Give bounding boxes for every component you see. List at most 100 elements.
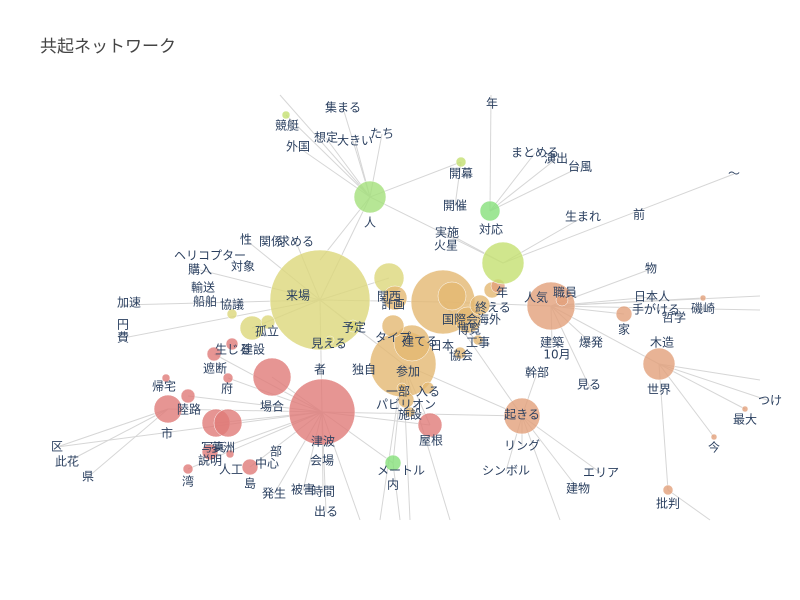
label-nen-top: 年	[486, 97, 498, 111]
edge-76	[658, 363, 669, 491]
label-kansai: 関西	[377, 290, 401, 304]
label-kaisai: 開催	[443, 199, 467, 213]
label-yane: 屋根	[419, 434, 443, 448]
node-saidai[interactable]	[741, 405, 749, 413]
edge-84	[658, 363, 761, 381]
node-meter[interactable]	[384, 454, 402, 472]
node-yumeshima[interactable]	[213, 408, 243, 438]
edge-83	[521, 415, 561, 521]
node-wan[interactable]	[182, 463, 194, 475]
label-taisho: 対象	[231, 260, 255, 274]
label-raijo: 来場	[286, 289, 310, 303]
node-taio[interactable]	[479, 200, 501, 222]
node-sekai[interactable]	[642, 347, 676, 381]
label-ku: 区	[51, 440, 63, 454]
label-kyogi: 協議	[220, 297, 244, 312]
label-hakuran: 博覧	[457, 322, 481, 337]
node-koritsu[interactable]	[260, 314, 276, 330]
label-senpaku: 船舶	[193, 294, 217, 309]
label-koritsu: 孤立	[255, 324, 279, 339]
label-oeru: 終える	[475, 300, 511, 315]
label-mokuzo: 木造	[650, 336, 674, 350]
label-keikaku: 計画	[381, 297, 405, 312]
node-setsumei[interactable]	[201, 443, 219, 461]
node-keikaku[interactable]	[382, 285, 408, 311]
node-shima[interactable]	[241, 458, 259, 476]
node-okiru[interactable]	[503, 397, 541, 435]
edge-12	[285, 114, 371, 198]
label-bakuhatsu: 爆発	[579, 336, 603, 350]
label-okiru: 起きる	[504, 408, 540, 422]
node-shokuin[interactable]	[555, 293, 569, 307]
node-yotei[interactable]	[346, 319, 360, 333]
edge-77	[667, 489, 711, 521]
node-kyotei[interactable]	[281, 110, 291, 120]
node-bu[interactable]	[396, 382, 408, 394]
node-kaisai[interactable]	[481, 241, 525, 285]
node-jinko[interactable]	[225, 449, 235, 459]
label-kankei: 関係	[259, 235, 283, 249]
node-shi[interactable]	[153, 394, 183, 424]
label-yuso: 輸送	[191, 280, 215, 295]
label-chushin: 中心	[255, 456, 279, 471]
node-fu[interactable]	[222, 372, 234, 384]
label-sekai: 世界	[647, 383, 671, 397]
edge-18	[369, 196, 504, 264]
node-kokusaikai[interactable]	[437, 281, 467, 311]
chart-title: 共起ネットワーク	[40, 37, 176, 57]
edge-24	[489, 158, 557, 212]
node-tsunami[interactable]	[288, 378, 356, 446]
node-hairu[interactable]	[421, 381, 435, 395]
node-tateru[interactable]	[393, 324, 431, 362]
label-tegakeru: 手がける	[632, 302, 680, 317]
label-shojiru: 生じる	[215, 343, 251, 357]
label-baai: 場合	[260, 399, 284, 414]
node-shadan[interactable]	[206, 346, 222, 362]
label-shisetsu: 施設	[398, 407, 422, 422]
node-hito[interactable]	[353, 180, 387, 214]
label-shokuin: 職員	[553, 286, 577, 300]
node-shojiru[interactable]	[225, 337, 239, 351]
label-higai: 被害	[291, 482, 315, 497]
node-kaigai[interactable]	[469, 294, 491, 316]
label-setsumei: 説明	[198, 453, 222, 468]
label-en: 円	[117, 318, 129, 332]
node-hihan[interactable]	[662, 484, 674, 496]
node-baai[interactable]	[252, 357, 292, 397]
label-gaikoku: 外国	[286, 140, 310, 154]
node-raijo[interactable]	[269, 249, 371, 351]
label-tachi: たち	[370, 127, 394, 141]
node-ie[interactable]	[615, 305, 633, 323]
label-enshutsu: 演出	[544, 151, 568, 166]
label-shadan: 遮断	[203, 361, 227, 376]
node-yane[interactable]	[417, 412, 443, 438]
label-jisshi: 実施	[435, 225, 459, 240]
node-layer	[153, 110, 749, 496]
label-taifu: 台風	[568, 159, 592, 174]
label-ninki: 人気	[524, 290, 548, 305]
node-koji[interactable]	[472, 334, 484, 346]
label-shashin: 写真	[201, 441, 225, 455]
label-symbol: シンボル	[482, 464, 530, 478]
node-mieru[interactable]	[325, 335, 335, 345]
node-kaimaku[interactable]	[455, 156, 467, 168]
label-tilde: 〜	[728, 167, 740, 181]
node-ima[interactable]	[710, 433, 718, 441]
node-pavilion[interactable]	[397, 391, 415, 409]
label-tatemono: 建物	[566, 482, 590, 496]
label-isozaki: 磯崎	[691, 302, 715, 316]
node-isozaki[interactable]	[699, 294, 707, 302]
label-helicopter: ヘリコプター	[174, 249, 246, 263]
node-rikuro[interactable]	[180, 388, 196, 404]
label-bu: 部	[270, 444, 282, 459]
edge-60	[321, 411, 523, 417]
node-kyokai[interactable]	[453, 346, 467, 360]
edge-25	[489, 94, 492, 212]
node-type[interactable]	[381, 314, 405, 338]
node-shisetsu[interactable]	[404, 406, 416, 418]
node-kyogi[interactable]	[226, 308, 238, 320]
node-kitaku[interactable]	[161, 373, 171, 383]
edge-22	[454, 161, 462, 207]
